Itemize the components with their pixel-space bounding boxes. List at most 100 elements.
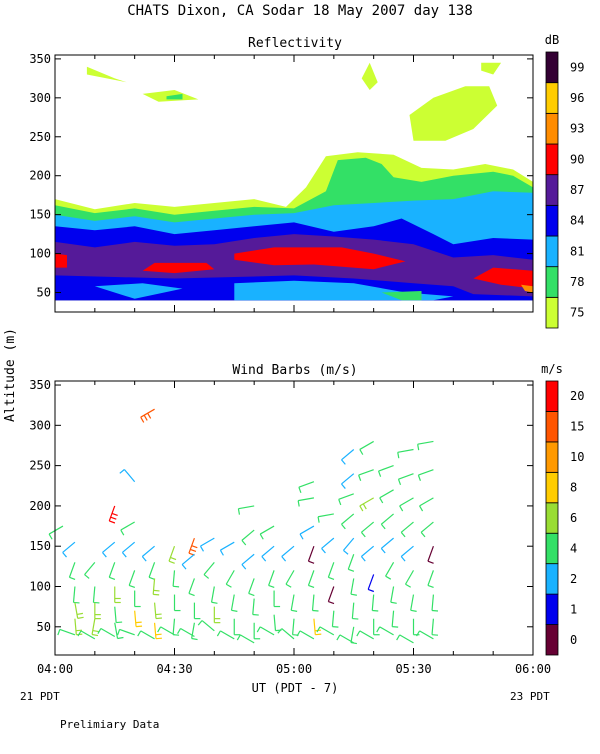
- colorbar-label: 1: [570, 602, 577, 616]
- wind-barb: [72, 586, 80, 604]
- wind-barb: [230, 594, 238, 612]
- wind-barbs-panel: Wind Barbs (m/s) 5010015020025030035004:…: [29, 362, 584, 676]
- wind-barb: [168, 546, 177, 564]
- wind-barb: [373, 618, 380, 636]
- colorbar-swatch: [545, 563, 559, 595]
- colorbar-label: 10: [570, 450, 584, 464]
- wind-barb: [120, 521, 135, 536]
- colorbar-swatch: [545, 532, 559, 565]
- x-tick-label: 04:00: [37, 662, 73, 676]
- wind-barb: [77, 630, 96, 640]
- wind-barb: [225, 570, 235, 588]
- wind-barb: [268, 570, 275, 589]
- wind-barb: [259, 525, 275, 540]
- wind-barb: [297, 497, 315, 507]
- wind-barb: [397, 473, 414, 485]
- reflectivity-contours: [55, 62, 533, 301]
- wind-barb: [356, 630, 374, 640]
- wind-barb: [343, 537, 355, 555]
- y-tick-label: 300: [29, 418, 51, 432]
- wind-barb: [397, 448, 414, 459]
- wind-barb: [380, 537, 394, 554]
- wind-barb: [390, 586, 397, 604]
- wind-barb: [210, 586, 218, 604]
- wind-barbs: [48, 408, 439, 645]
- colorbar-swatch: [545, 380, 559, 412]
- wind-barb: [102, 541, 116, 558]
- reflectivity-region: [381, 291, 422, 301]
- colorbar-swatch: [545, 296, 559, 329]
- reflectivity-region: [142, 262, 215, 274]
- wind-barb: [427, 570, 434, 589]
- wind-barb: [420, 521, 434, 538]
- wind-barb: [380, 513, 394, 530]
- colorbar-label: 15: [570, 420, 584, 434]
- wind-barb: [177, 627, 195, 637]
- wind-barb: [141, 545, 155, 562]
- wind-barb: [233, 618, 241, 636]
- colorbar-swatch: [545, 411, 559, 443]
- wind-barb: [172, 570, 180, 588]
- colorbar-swatch: [545, 112, 559, 145]
- y-tick-label: 350: [29, 378, 51, 392]
- colorbar-unit: dB: [545, 33, 559, 47]
- wind-barb: [74, 618, 83, 636]
- wind-barb: [316, 626, 335, 636]
- wind-barb: [431, 594, 439, 612]
- y-tick-label: 200: [29, 499, 51, 513]
- reflectivity-panel: Reflectivity 50 100 150 200 250 300 350 dB 75 78…: [29, 33, 584, 329]
- wind-barb: [134, 590, 141, 608]
- wind-barb: [114, 586, 121, 604]
- reflectivity-region: [481, 62, 502, 75]
- wind-barb: [367, 574, 375, 593]
- colorbar-swatch: [545, 266, 559, 298]
- reflectivity-colorbar: dB 75 78 81 84 87 90 93 96 99: [545, 33, 584, 329]
- reflectivity-region: [473, 267, 533, 289]
- wind-barb: [281, 545, 295, 562]
- wind-barb: [351, 602, 359, 620]
- colorbar-swatch: [545, 502, 559, 534]
- wind-colorbar: m/s 0 1 2 4 6 8 10 15 20: [541, 362, 584, 656]
- colorbar-label: 8: [570, 481, 577, 495]
- wind-barb: [350, 626, 357, 645]
- wind-barb: [193, 602, 201, 620]
- wind-barb: [97, 627, 116, 637]
- wind-barb: [237, 505, 255, 515]
- wind-barb: [417, 440, 434, 451]
- x-tick-label: 05:00: [276, 662, 312, 676]
- reflectivity-region: [234, 247, 406, 270]
- wind-barb: [57, 628, 76, 636]
- colorbar-label: 20: [570, 389, 584, 403]
- wind-barb: [119, 469, 136, 483]
- wind-barb: [273, 590, 281, 608]
- y-tick-label: 100: [29, 247, 51, 261]
- wind-barb: [347, 554, 355, 572]
- colorbar-label: 93: [570, 122, 584, 136]
- wind-barb: [108, 505, 118, 524]
- wind-barb: [84, 561, 96, 579]
- wind-barb: [404, 570, 415, 588]
- wind-barb: [377, 465, 394, 477]
- y-tick-label: 150: [29, 539, 51, 553]
- reflectivity-region: [86, 66, 127, 83]
- wind-barb: [391, 610, 399, 628]
- colorbar-swatch: [545, 593, 559, 625]
- colorbar-label: 78: [570, 275, 584, 289]
- y-tick-label: 250: [29, 459, 51, 473]
- wind-barb: [241, 553, 255, 570]
- wind-barb: [140, 408, 155, 423]
- wind-barb: [157, 626, 175, 636]
- wind-barb: [137, 630, 155, 640]
- reflectivity-region: [521, 284, 533, 293]
- wind-barb: [410, 594, 417, 612]
- wind-barb: [341, 473, 355, 489]
- wind-barb: [285, 570, 295, 588]
- wind-barb: [236, 634, 255, 644]
- reflectivity-region: [94, 283, 183, 299]
- wind-barb: [213, 606, 221, 624]
- wind-barb: [48, 525, 64, 540]
- x-tick-label: 05:30: [395, 662, 431, 676]
- wind-barb: [153, 622, 163, 640]
- colorbar-swatch: [545, 143, 559, 176]
- wind-barb: [173, 594, 181, 612]
